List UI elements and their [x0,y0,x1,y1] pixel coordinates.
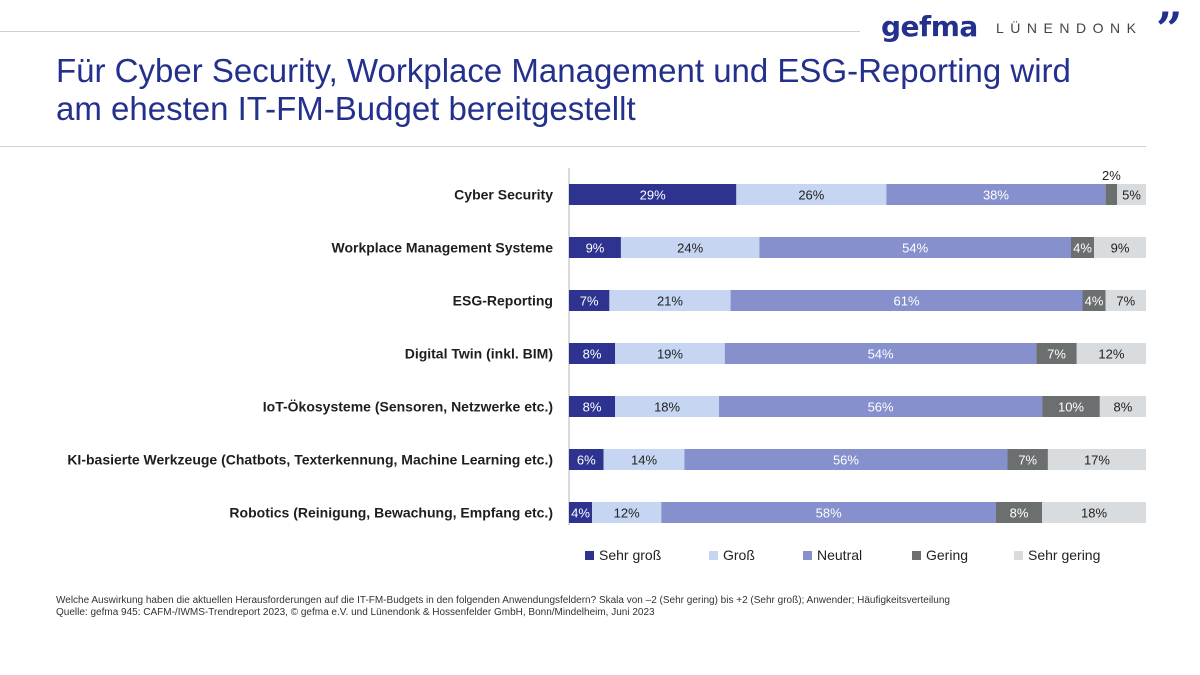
page-title-line-1: Für Cyber Security, Workplace Management… [56,52,1071,89]
legend-label: Groß [723,547,755,563]
legend-label: Sehr gering [1028,547,1100,563]
data-label: 7% [1047,347,1066,362]
data-label: 61% [894,294,920,309]
data-label: 4% [1073,241,1092,256]
category-label: KI-basierte Werkzeuge (Chatbots, Texterk… [67,452,553,468]
bar-segment [615,396,720,417]
bar-segment [1036,343,1077,364]
data-label: 7% [1116,294,1135,309]
bar-segment [1047,449,1146,470]
data-label: 9% [1111,241,1130,256]
page-title: Für Cyber Security, Workplace Management… [56,52,1156,128]
bar-segment [724,343,1037,364]
bar-segment [592,502,662,523]
legend-label: Gering [926,547,968,563]
bar-segment [1105,184,1118,205]
data-label: 17% [1084,453,1110,468]
footnote-source: Quelle: gefma 945: CAFM-/IWMS-Trendrepor… [56,607,655,618]
bar-segment [1117,184,1146,205]
bar-segment [995,502,1043,523]
legend-swatch [709,551,718,560]
bar-segment [1007,449,1048,470]
page-title-line-2: am ehesten IT-FM-Budget bereitgestellt [56,90,636,127]
bar-segment [569,396,616,417]
bar-segment [569,502,593,523]
footnote: Welche Auswirkung haben die aktuellen He… [56,595,950,619]
gefma-logo: gefma [881,10,978,43]
bar-segment [759,237,1071,258]
bar-segment [569,343,616,364]
bar-segment [1042,396,1100,417]
data-label: 26% [798,188,824,203]
bar-segment [719,396,1043,417]
category-label: IoT-Ökosysteme (Sensoren, Netzwerke etc.… [263,399,553,415]
data-label: 19% [657,347,683,362]
legend-swatch [585,551,594,560]
header-rule [0,31,860,32]
data-label: 8% [583,400,602,415]
data-label: 21% [657,294,683,309]
bar-segment [569,449,604,470]
data-label: 7% [1018,453,1037,468]
bar-segment [1076,343,1146,364]
bar-segment [730,290,1083,311]
bar-segment [569,237,621,258]
data-label: 18% [654,400,680,415]
data-label: 18% [1081,506,1107,521]
data-label: 6% [577,453,596,468]
legend-swatch [912,551,921,560]
data-label: 54% [902,241,928,256]
bar-segment [1105,290,1146,311]
bar-segment [1070,237,1095,258]
data-label: 9% [586,241,605,256]
bar-segment [1082,290,1106,311]
data-label: 12% [614,506,640,521]
legend-swatch [1014,551,1023,560]
data-label: 29% [640,188,666,203]
category-label: Digital Twin (inkl. BIM) [405,346,553,362]
bar-segment [736,184,887,205]
luenendonk-quote-mark: ” [1156,2,1183,56]
data-label: 4% [571,506,590,521]
footnote-question: Welche Auswirkung haben die aktuellen He… [56,595,950,606]
data-label: 54% [868,347,894,362]
data-label: 12% [1098,347,1124,362]
data-label: 8% [583,347,602,362]
legend-swatch [803,551,812,560]
data-label: 8% [1114,400,1133,415]
category-label: ESG-Reporting [453,293,553,309]
category-label: Robotics (Reinigung, Bewachung, Empfang … [229,505,553,521]
bar-segment [1094,237,1146,258]
bar-segment [684,449,1008,470]
luenendonk-logo: LÜNENDONK [996,20,1143,36]
data-label: 56% [868,400,894,415]
data-label: 4% [1085,294,1104,309]
bar-segment [615,343,725,364]
legend-label: Neutral [817,547,862,563]
bar-segment [886,184,1106,205]
category-label: Workplace Management Systeme [332,240,554,256]
category-label: Cyber Security [454,187,553,203]
title-rule [0,146,1146,147]
bar-segment [569,184,737,205]
bar-segment [661,502,996,523]
bar-segment [609,290,731,311]
bar-segment [1042,502,1146,523]
bar-segment [620,237,760,258]
data-label: 24% [677,241,703,256]
bar-segment [603,449,685,470]
data-label: 2% [1102,168,1121,183]
data-label: 5% [1122,188,1141,203]
data-label: 38% [983,188,1009,203]
data-label: 56% [833,453,859,468]
bar-segment [1099,396,1146,417]
data-label: 14% [631,453,657,468]
bar-segment [569,290,610,311]
data-label: 8% [1010,506,1029,521]
legend-label: Sehr groß [599,547,661,563]
data-label: 58% [816,506,842,521]
stacked-bar-chart: Cyber Security 29% 26% 38% 2%5% Workplace Man… [67,168,1146,563]
data-label: 7% [580,294,599,309]
data-label: 10% [1058,400,1084,415]
